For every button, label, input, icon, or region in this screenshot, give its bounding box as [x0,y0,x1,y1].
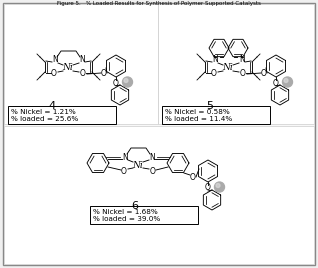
FancyBboxPatch shape [4,126,314,264]
FancyBboxPatch shape [162,106,270,124]
Circle shape [124,79,128,83]
Text: O: O [101,69,107,77]
Text: Ni: Ni [223,64,233,73]
Text: % Nickel = 0.58%: % Nickel = 0.58% [165,109,230,115]
FancyBboxPatch shape [158,4,314,124]
Text: O: O [80,69,86,79]
Text: 5: 5 [206,101,213,111]
Text: O: O [240,69,246,79]
Text: N: N [122,152,128,162]
Circle shape [122,77,133,87]
FancyBboxPatch shape [90,206,198,224]
Text: O: O [150,166,156,176]
Text: O: O [113,79,119,87]
Text: N: N [52,55,58,65]
Text: N: N [149,152,155,162]
Text: O: O [261,69,267,77]
Text: N: N [239,55,245,65]
Circle shape [216,184,220,188]
Text: Figure 5.   % Loaded Results for Synthesis of Polymer Supported Catalysts: Figure 5. % Loaded Results for Synthesis… [57,1,261,6]
Text: 4: 4 [48,101,56,111]
FancyBboxPatch shape [3,3,315,265]
Text: % Nickel = 1.21%: % Nickel = 1.21% [11,109,76,115]
FancyBboxPatch shape [8,106,116,124]
Text: O: O [51,69,57,79]
Circle shape [282,77,293,87]
Text: Ni: Ni [63,64,73,73]
Text: O: O [121,166,127,176]
Text: O: O [211,69,217,79]
Text: % loaded = 25.6%: % loaded = 25.6% [11,116,78,122]
Text: % loaded = 11.4%: % loaded = 11.4% [165,116,232,122]
Text: O: O [273,79,279,87]
Text: O: O [190,173,196,181]
Text: 6: 6 [132,201,139,211]
FancyBboxPatch shape [4,4,158,124]
Text: % loaded = 39.0%: % loaded = 39.0% [93,216,160,222]
Text: N: N [79,55,85,65]
Circle shape [215,182,225,192]
Text: Ni: Ni [133,161,143,169]
Text: % Nickel = 1.68%: % Nickel = 1.68% [93,209,158,215]
Text: N: N [212,55,218,65]
Text: O: O [205,184,211,192]
Circle shape [284,79,288,83]
